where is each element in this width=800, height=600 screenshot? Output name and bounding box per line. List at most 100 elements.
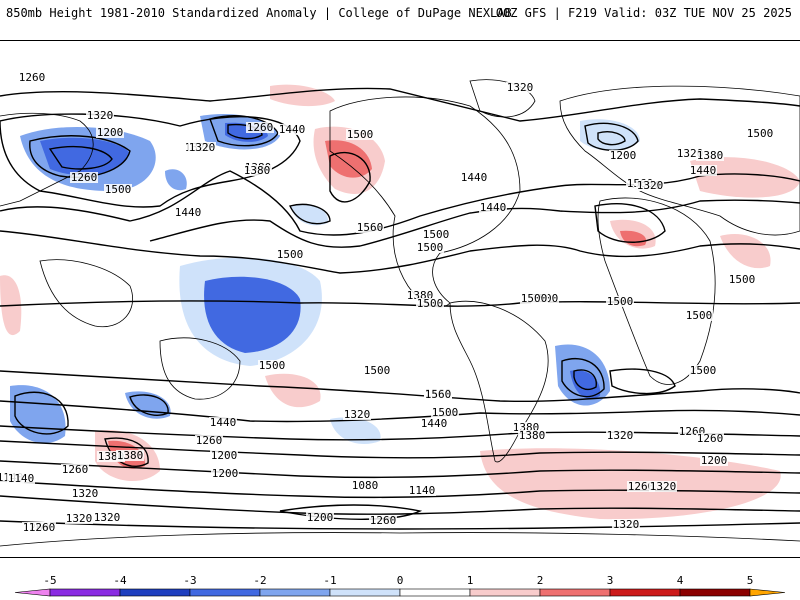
contour-label-bg [520,293,548,304]
contour-low-south-pacific-1 [14,391,69,435]
anomaly-neg-kamchatka [165,169,187,191]
contour-low-asia-2 [48,145,113,170]
contour-label-bg [93,512,121,523]
contour-label: 1320 [507,81,534,94]
contour-label-bg [28,522,56,533]
contour-label: 1380 [117,449,144,462]
contour-label-bg [96,127,124,138]
contour-label: 1380 [697,149,724,162]
contour-label: 1260 [62,463,89,476]
contour-label: 1500 [521,292,548,305]
contour-label-bg [351,480,379,491]
colorbar-tick-label: 2 [537,574,544,587]
contour-1560-trop [289,203,331,225]
coastlines [0,79,800,547]
colorbar-bins [14,588,786,597]
contour-label-bg [243,165,271,176]
contour-1080-s [279,504,423,520]
contour-label-bg [689,165,717,176]
contour-1320-s [0,440,800,459]
contour-label: 1260 [628,480,655,493]
contour-label-bg [460,172,488,183]
contour-label-bg [416,298,444,309]
contour-label-bg [518,430,546,441]
contour-label: 1500 [364,364,391,377]
anomaly-pos-indian [720,234,771,269]
contour-low-aleutian-1 [209,115,279,147]
contour-label: 1500 [690,364,717,377]
colorbar-bin [679,588,751,597]
contour-low-south-atlantic-2 [573,369,597,391]
contour-label-bg [246,122,274,133]
colorbar: -5 -4 -3 -2 -1 0 1 2 3 4 5 [14,574,786,597]
colorbar-bin [609,588,681,597]
contour-1320-south-edge [0,520,800,530]
contour-label: 1260 [71,171,98,184]
contour-label: 1140 [8,472,35,485]
africa-coast [597,197,716,385]
contour-label-bg [512,422,540,433]
colorbar-bin [749,588,786,597]
contour-label: 1440 [480,201,507,214]
contour-label: 1500 [417,241,444,254]
contour-1500-n [0,230,800,274]
contour-label: 1500 [347,128,374,141]
south-america-coast [449,300,549,463]
contour-label-bg [306,512,334,523]
colorbar-bin [259,588,331,597]
contour-label-bg [479,202,507,213]
contour-label: 1200 [307,511,334,524]
anomaly-pos-siberia [690,157,800,198]
colorbar-tick-label: 0 [397,574,404,587]
model-run-info: 00Z GFS | F219 Valid: 03Z TUE NOV 25 202… [495,6,792,20]
contour-label-bg [188,142,216,153]
contour-label: 1320 [637,179,664,192]
contour-low-south-atlantic-1 [561,357,605,398]
maritime-continent [39,259,133,328]
contour-label-bg [195,435,223,446]
contour-1560-alaska-ridge [329,151,371,203]
contour-label-bg [649,481,677,492]
contour-label: 1380 [244,164,271,177]
contour-label-bg [346,129,374,140]
contour-label: 1260 [19,71,46,84]
contour-label: 1260 [370,514,397,527]
contour-label-bg [636,180,664,191]
contour-label-bg [606,430,634,441]
contour-label: 1500 [259,359,286,372]
contour-1380-s [0,425,800,441]
contour-label: 1380 [519,429,546,442]
contour-label: 1320 [72,487,99,500]
contour-label-bg [278,124,306,135]
contour-label: 1500 [686,309,713,322]
contour-label-bg [685,310,713,321]
contour-label-bg [676,148,704,159]
contour-label-bg [18,72,46,83]
contour-label-bg [356,222,384,233]
contour-low-asia-1 [29,135,131,178]
contour-label-bg [422,229,450,240]
contour-label-bg [276,249,304,260]
contour-label: 1320 [344,408,371,421]
contour-label-bg [689,365,717,376]
contour-label: 1200 [701,454,728,467]
asia-east-coast [0,112,94,207]
contour-low-south-pacific-2 [129,394,169,416]
contour-label: 1440 [461,171,488,184]
colorbar-bin [329,588,401,597]
contour-label: 1560 [425,388,452,401]
contour-labels: 1260 1320 1200 1320 1260 1500 1380 1320 1440 1320… [0,71,774,534]
anomaly-pos-arctic [270,84,335,107]
contour-label: 1200 [610,149,637,162]
contour-label-bg [420,418,448,429]
contour-1500-s [0,370,800,403]
greenland-coast [469,79,536,118]
contour-label-bg [746,128,774,139]
contour-label: 1260 [247,121,274,134]
anomaly-pos-south-pacific [265,373,321,408]
contour-label-bg [104,184,132,195]
contour-high-south-indian [609,368,676,395]
contour-label: 1500 [432,406,459,419]
contour-label-bg [71,488,99,499]
contour-label-bg [343,409,371,420]
